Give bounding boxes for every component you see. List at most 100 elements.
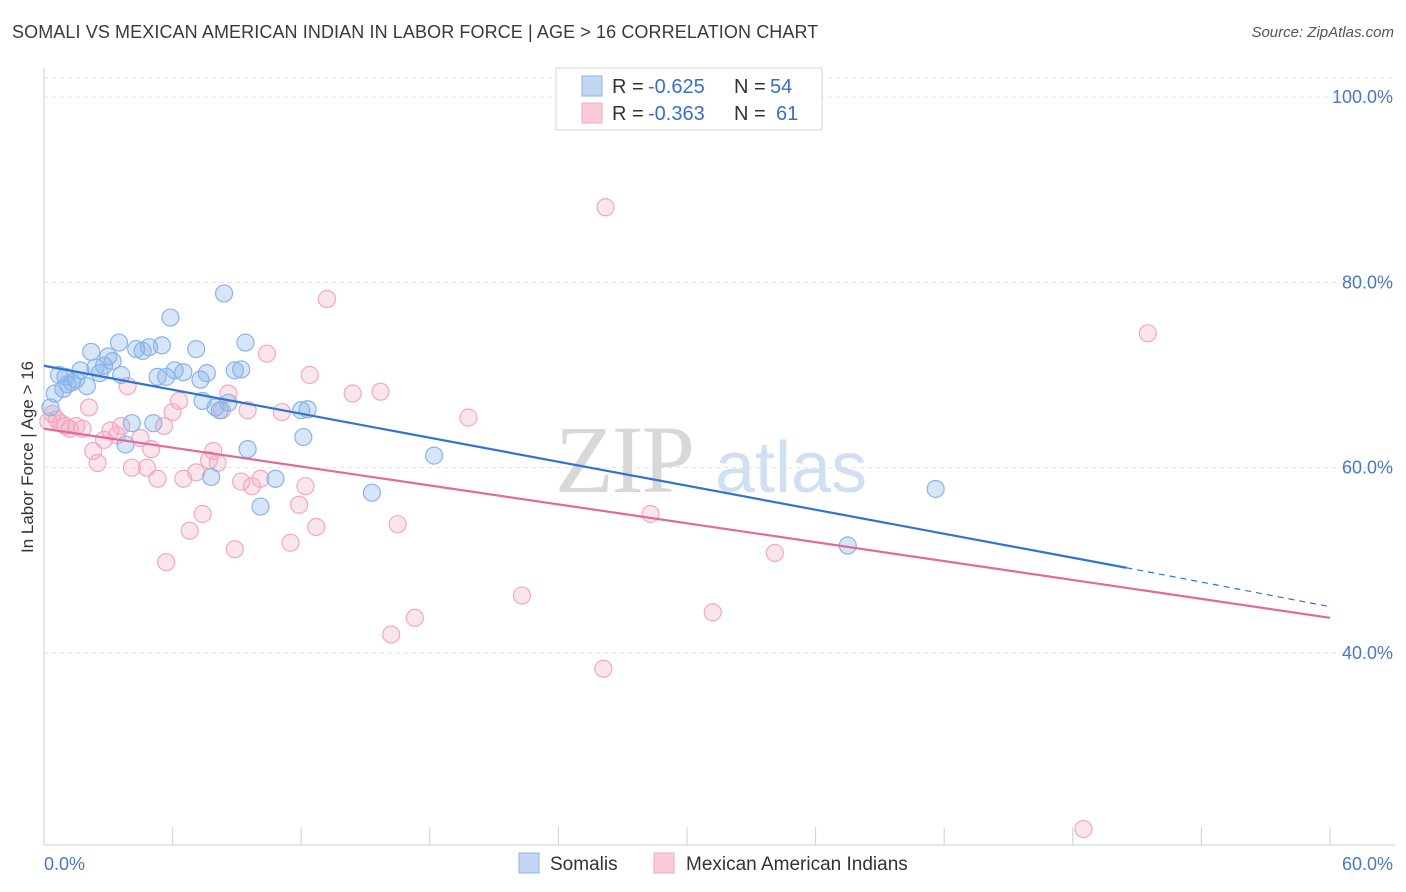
y-tick-label: 40.0%	[1342, 643, 1393, 663]
mexican-american-indians-point	[641, 504, 660, 524]
mexican-american-indians-point	[405, 608, 424, 627]
mexican-american-indians-point	[232, 472, 251, 491]
somalis-point	[45, 384, 64, 403]
mexican-american-indians-point	[169, 391, 189, 411]
mexican-american-indians-point	[84, 441, 103, 461]
somalis-point	[197, 364, 216, 383]
somalis-point	[77, 377, 96, 396]
somalis-point	[424, 446, 444, 465]
somalis-point	[116, 435, 135, 454]
mexican-american-indians-point	[238, 401, 257, 420]
mexican-american-indians-point	[137, 458, 156, 477]
mexican-american-indians-point	[281, 533, 300, 552]
mexican-american-indians-point	[307, 517, 326, 537]
mexican-american-indians-point	[180, 521, 199, 540]
mexican-american-indians-point	[187, 463, 206, 482]
mexican-american-indians-point	[765, 543, 784, 563]
somalis-point	[94, 356, 114, 375]
somalis-point	[294, 427, 313, 447]
mexican-american-indians-point	[382, 625, 401, 644]
somalis-point	[144, 414, 163, 433]
y-tick-label: 100.0%	[1332, 87, 1393, 107]
mexican-american-indians-point	[296, 477, 315, 496]
legend-n-label-1: N =	[734, 76, 766, 98]
somalis-point	[225, 361, 244, 380]
somalis-point	[41, 398, 60, 417]
series-somalis	[41, 284, 945, 555]
somalis-point	[152, 336, 171, 355]
watermark-zip: ZIP	[555, 406, 693, 513]
somalis-point	[82, 342, 101, 361]
somalis-point	[161, 308, 180, 327]
somalis-point	[103, 352, 122, 371]
bottom-legend-label-mexican-american-indians: Mexican American Indians	[686, 854, 908, 875]
legend-n-label-2: N =	[734, 103, 766, 125]
chart-title: SOMALI VS MEXICAN AMERICAN INDIAN IN LAB…	[12, 22, 819, 42]
legend-r-label-1: R =	[612, 76, 644, 98]
mexican-american-indians-point	[257, 344, 277, 363]
somalis-point	[202, 467, 221, 487]
bottom-legend: Somalis Mexican American Indians	[518, 852, 908, 875]
mexican-american-indians-point	[289, 495, 309, 514]
x-tick-labels: 0.0% 60.0%	[44, 854, 1393, 874]
mexican-american-indians-point	[122, 458, 141, 477]
mexican-american-indians-point	[300, 365, 319, 385]
somalis-point	[191, 370, 210, 389]
mexican-american-indians-point	[343, 384, 362, 403]
chart-source: Source: ZipAtlas.com	[1251, 24, 1394, 41]
y-tick-labels: 100.0% 80.0% 60.0% 40.0%	[1332, 87, 1393, 663]
mexican-american-indians-point	[703, 603, 722, 622]
mexican-american-indians-point	[388, 515, 407, 534]
mexican-american-indians-point	[112, 416, 131, 436]
mexican-american-indians-point	[459, 408, 478, 427]
bottom-legend-swatch-mexican-american-indians	[653, 852, 675, 874]
somalis-point	[926, 479, 945, 499]
legend-swatch-somalis	[581, 75, 603, 97]
somalis-point	[232, 360, 251, 379]
somalis-point	[174, 363, 193, 382]
y-axis-label: In Labor Force | Age > 16	[18, 361, 37, 553]
somalis-point	[236, 333, 255, 352]
bottom-legend-label-somalis: Somalis	[550, 854, 618, 875]
mexican-american-indians-point	[1074, 819, 1093, 839]
mexican-american-indians-point	[596, 198, 615, 217]
mexican-american-indians-point	[512, 586, 532, 605]
mexican-american-indians-point	[148, 469, 167, 488]
y-tick-label: 80.0%	[1342, 272, 1393, 292]
legend-r-value-1: -0.625	[648, 76, 705, 98]
somalis-point	[219, 393, 238, 412]
legend-r-value-2: -0.363	[648, 103, 705, 125]
somalis-point	[214, 284, 234, 303]
mexican-american-indians-trendline	[43, 427, 1331, 619]
legend-n-value-1: 54	[770, 76, 792, 98]
somalis-point	[251, 497, 270, 516]
legend-box: R = -0.625 N = 54 R = -0.363 N = 61	[555, 67, 823, 131]
legend-n-value-2: 61	[776, 103, 798, 125]
mexican-american-indians-point	[157, 553, 176, 572]
mexican-american-indians-point	[251, 469, 270, 488]
mexican-american-indians-point	[193, 504, 212, 524]
x-tick-label: 0.0%	[44, 854, 85, 874]
legend-r-label-2: R =	[612, 103, 644, 125]
somalis-point	[266, 469, 285, 488]
somalis-point	[238, 440, 257, 459]
mexican-american-indians-point	[79, 398, 99, 417]
series-mexican-american-indians	[39, 198, 1157, 839]
mexican-american-indians-point	[225, 540, 244, 559]
mexican-american-indians-point	[154, 416, 174, 436]
somalis-point	[362, 483, 382, 502]
axes	[43, 68, 1395, 846]
bottom-legend-swatch-somalis	[518, 852, 540, 874]
trendlines	[43, 364, 1331, 619]
mexican-american-indians-point	[594, 659, 613, 678]
mexican-american-indians-point	[317, 289, 337, 309]
x-tick-label: 60.0%	[1342, 854, 1393, 874]
somalis-point	[122, 414, 141, 433]
legend-swatch-mexican-american-indians	[581, 102, 603, 124]
mexican-american-indians-point	[88, 453, 107, 473]
somalis-trendline-extension	[1126, 567, 1331, 608]
mexican-american-indians-point	[219, 384, 238, 403]
y-tick-label: 60.0%	[1342, 458, 1393, 478]
mexican-american-indians-point	[371, 382, 390, 401]
